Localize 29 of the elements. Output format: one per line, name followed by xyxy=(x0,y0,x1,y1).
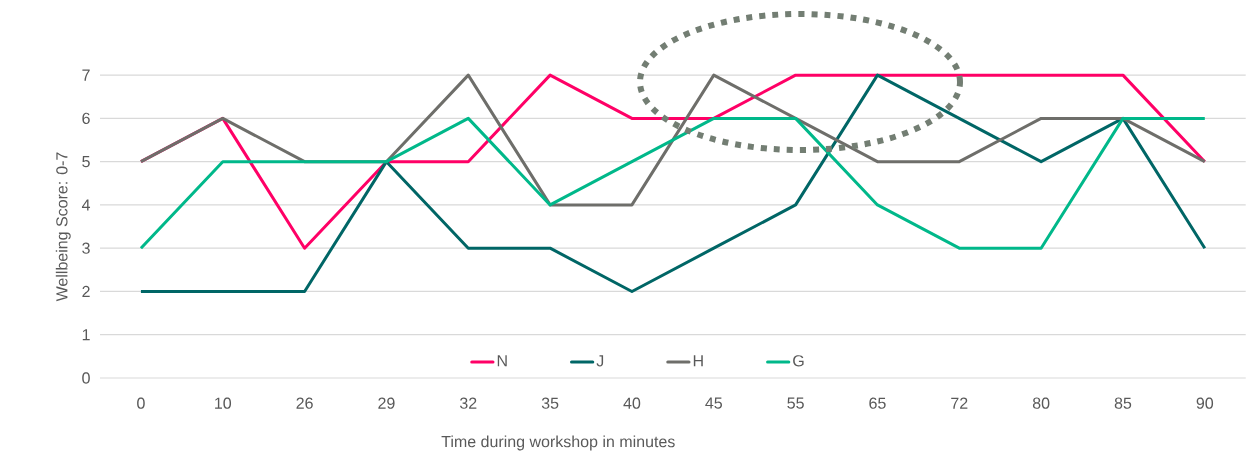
x-tick-label: 29 xyxy=(378,397,395,409)
y-tick-label: 6 xyxy=(82,112,90,125)
y-tick-label: 5 xyxy=(82,156,90,168)
x-tick-label: 0 xyxy=(137,397,145,409)
legend-label: G xyxy=(793,355,804,367)
x-tick-label: 45 xyxy=(705,397,723,409)
y-tick-label: 0 xyxy=(82,372,90,384)
y-tick-label: 2 xyxy=(82,285,90,298)
x-tick-label: 65 xyxy=(869,397,886,409)
legend-label: N xyxy=(497,355,507,367)
legend-label: J xyxy=(596,355,604,367)
x-tick-label: 32 xyxy=(459,397,477,409)
x-tick-label: 26 xyxy=(296,397,313,409)
x-tick-label: 10 xyxy=(215,397,232,409)
x-tick-label: 90 xyxy=(1196,397,1214,409)
y-tick-label: 7 xyxy=(82,69,90,81)
line-series xyxy=(139,73,1207,207)
x-tick-label: 80 xyxy=(1032,397,1050,409)
x-tick-label: 72 xyxy=(951,397,968,409)
legend-label: H xyxy=(693,355,703,367)
y-tick-label: 3 xyxy=(82,242,90,254)
x-tick-label: 55 xyxy=(787,397,804,409)
y-axis-title: Wellbeing Score: 0-7 xyxy=(55,152,71,302)
y-tick-label: 4 xyxy=(81,199,91,211)
x-tick-label: 85 xyxy=(1114,397,1132,409)
y-tick-label: 1 xyxy=(82,329,90,341)
x-axis-title: Time during workshop in minutes xyxy=(441,435,675,451)
x-tick-label: 35 xyxy=(541,397,559,409)
x-tick-label: 40 xyxy=(623,397,641,409)
